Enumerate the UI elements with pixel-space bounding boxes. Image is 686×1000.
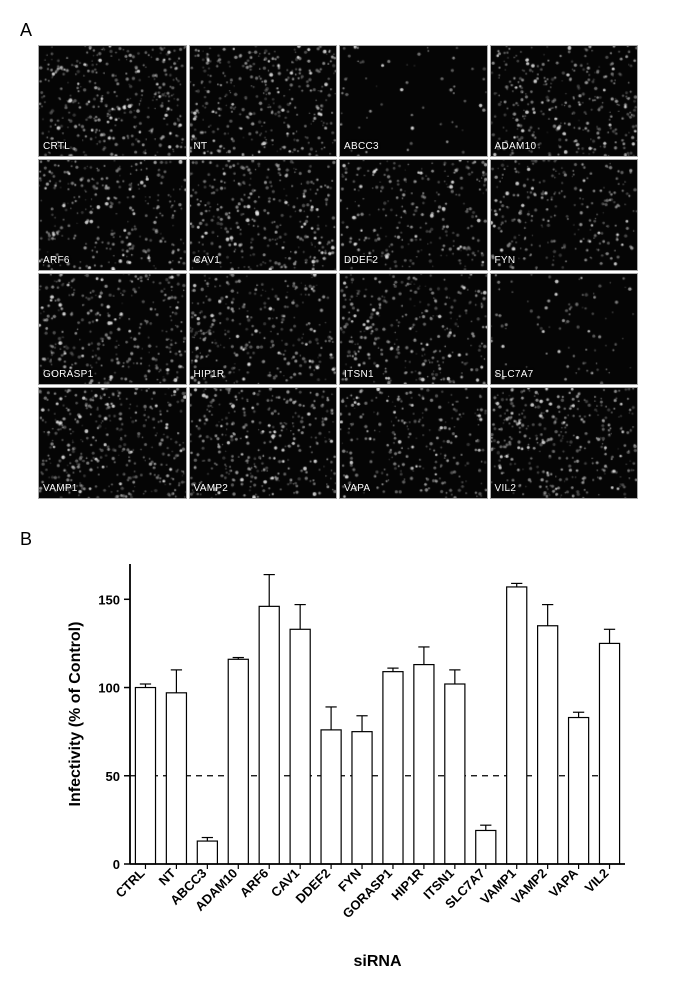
- microscopy-panel-hip1r: HIP1R: [189, 273, 338, 385]
- bar-itsn1: [445, 684, 465, 864]
- infectivity-bar-chart: CTRLNTABCC3ADAM10ARF6CAV1DDEF2FYNGORASP1…: [60, 554, 640, 974]
- x-tick-label: NT: [156, 865, 179, 888]
- bar-ctrl: [135, 687, 155, 863]
- microscopy-panel-label: NT: [194, 141, 208, 152]
- bar-adam10: [228, 659, 248, 864]
- bar-ddef2: [321, 729, 341, 863]
- microscopy-panel-crtl: CRTL: [38, 45, 187, 157]
- microscopy-panel-label: VAPA: [344, 483, 370, 494]
- panel-b-label: B: [20, 529, 666, 550]
- microscopy-panel-adam10: ADAM10: [490, 45, 639, 157]
- microscopy-panel-label: ADAM10: [495, 141, 537, 152]
- microscopy-panel-cav1: CAV1: [189, 159, 338, 271]
- microscopy-panel-arf6: ARF6: [38, 159, 187, 271]
- bar-hip1r: [414, 664, 434, 863]
- bar-vamp1: [507, 586, 527, 863]
- bar-arf6: [259, 606, 279, 864]
- bar-vamp2: [538, 625, 558, 863]
- microscopy-panel-vapa: VAPA: [339, 387, 488, 499]
- x-tick-label: ARF6: [237, 865, 272, 900]
- bar-cav1: [290, 629, 310, 864]
- microscopy-panel-label: VIL2: [495, 483, 517, 494]
- microscopy-panel-label: VAMP1: [43, 483, 78, 494]
- bar-nt: [166, 692, 186, 863]
- microscopy-panel-slc7a7: SLC7A7: [490, 273, 639, 385]
- microscopy-panel-vamp2: VAMP2: [189, 387, 338, 499]
- x-tick-label: VAPA: [546, 865, 581, 900]
- microscopy-grid: CRTL NT ABCC3 ADAM10 ARF6 CAV1 DDEF2 FYN GORASP1…: [38, 45, 638, 499]
- bar-slc7a7: [476, 830, 496, 864]
- y-tick-label: 100: [98, 680, 120, 695]
- bar-fyn: [352, 731, 372, 863]
- microscopy-panel-label: ABCC3: [344, 141, 379, 152]
- microscopy-panel-label: ARF6: [43, 255, 70, 266]
- x-axis-label: siRNA: [353, 953, 401, 970]
- microscopy-panel-nt: NT: [189, 45, 338, 157]
- bar-vapa: [569, 717, 589, 863]
- y-tick-label: 0: [113, 857, 120, 872]
- microscopy-panel-label: HIP1R: [194, 369, 225, 380]
- microscopy-panel-label: GORASP1: [43, 369, 93, 380]
- microscopy-panel-abcc3: ABCC3: [339, 45, 488, 157]
- microscopy-panel-label: ITSN1: [344, 369, 374, 380]
- microscopy-panel-label: SLC7A7: [495, 369, 534, 380]
- x-tick-label: DDEF2: [292, 865, 333, 906]
- y-tick-label: 150: [98, 592, 120, 607]
- microscopy-panel-label: DDEF2: [344, 255, 378, 266]
- microscopy-panel-gorasp1: GORASP1: [38, 273, 187, 385]
- bar-gorasp1: [383, 671, 403, 863]
- microscopy-panel-itsn1: ITSN1: [339, 273, 488, 385]
- bar-abcc3: [197, 841, 217, 864]
- x-tick-label: HIP1R: [388, 865, 426, 903]
- microscopy-panel-ddef2: DDEF2: [339, 159, 488, 271]
- microscopy-panel-label: VAMP2: [194, 483, 229, 494]
- y-tick-label: 50: [106, 768, 120, 783]
- microscopy-panel-vil2: VIL2: [490, 387, 639, 499]
- panel-a-label: A: [20, 20, 666, 41]
- x-tick-label: VIL2: [582, 865, 612, 895]
- y-axis-label: Infectivity (% of Control): [67, 621, 84, 806]
- microscopy-panel-label: CAV1: [194, 255, 221, 266]
- microscopy-panel-label: FYN: [495, 255, 516, 266]
- bar-vil2: [599, 643, 619, 864]
- microscopy-panel-vamp1: VAMP1: [38, 387, 187, 499]
- microscopy-panel-fyn: FYN: [490, 159, 639, 271]
- microscopy-panel-label: CRTL: [43, 141, 70, 152]
